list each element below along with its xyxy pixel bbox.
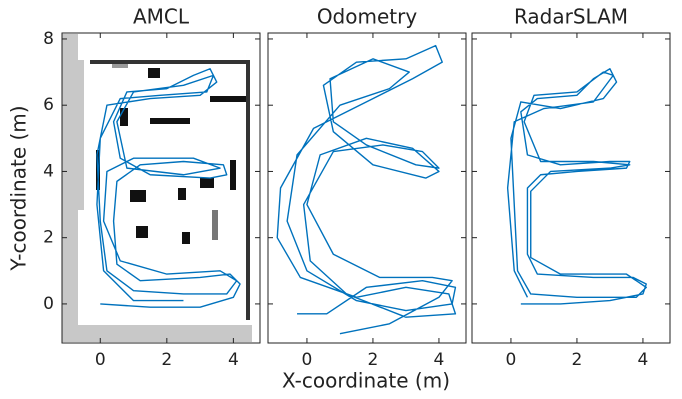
x-tick-label: 0 (95, 350, 106, 370)
occupancy-map (62, 34, 252, 342)
panel-title: AMCL (133, 5, 190, 29)
panel-title: Odometry (317, 5, 418, 29)
trajectory (508, 69, 647, 304)
panel-title: RadarSLAM (514, 5, 628, 29)
x-tick-label: 2 (572, 350, 583, 370)
trajectory (97, 69, 240, 307)
x-tick-label: 4 (228, 350, 239, 370)
x-tick-label: 2 (368, 350, 379, 370)
x-tick-label: 4 (434, 350, 445, 370)
trajectory (277, 46, 455, 334)
y-tick-label: 6 (43, 95, 54, 115)
x-tick-label: 0 (302, 350, 313, 370)
y-axis-label: Y-coordinate (m) (7, 105, 31, 271)
x-tick-label: 2 (161, 350, 172, 370)
y-tick-label: 0 (43, 294, 54, 314)
x-tick-label: 4 (638, 350, 649, 370)
x-axis-label: X-coordinate (m) (282, 369, 450, 393)
x-tick-label: 0 (506, 350, 517, 370)
y-tick-label: 4 (43, 161, 54, 181)
figure: Y-coordinate (m) X-coordinate (m) AMCL 0 2… (0, 0, 682, 399)
y-tick-label: 8 (43, 29, 54, 49)
y-tick-label: 2 (43, 228, 54, 248)
panel-frame (268, 33, 466, 343)
